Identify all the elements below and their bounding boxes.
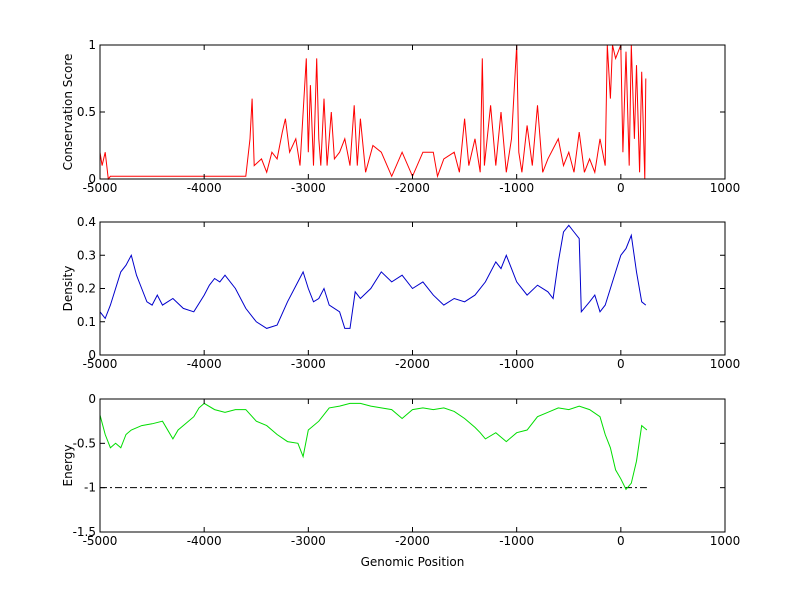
y-axis-label: Energy (61, 444, 75, 486)
x-tick-label: -3000 (291, 534, 326, 548)
x-tick-label: -1000 (499, 534, 534, 548)
y-tick-label: 0.3 (77, 248, 96, 262)
x-tick-label: -2000 (395, 181, 430, 195)
y-tick-label: 1 (88, 38, 96, 52)
x-axis-label: Genomic Position (361, 555, 465, 569)
y-tick-label: -1 (84, 481, 96, 495)
x-tick-label: -5000 (83, 357, 118, 371)
x-tick-label: 0 (617, 357, 625, 371)
x-tick-label: 0 (617, 534, 625, 548)
x-tick-label: -4000 (187, 357, 222, 371)
x-tick-label: -3000 (291, 181, 326, 195)
x-tick-label: -4000 (187, 534, 222, 548)
y-axis-label: Conservation Score (61, 54, 75, 171)
y-tick-label: 0.2 (77, 282, 96, 296)
x-tick-label: -5000 (83, 181, 118, 195)
y-tick-label: -1.5 (73, 525, 96, 539)
y-axis-label: Density (61, 266, 75, 312)
x-tick-label: 1000 (710, 357, 741, 371)
y-tick-label: 0.1 (77, 315, 96, 329)
x-tick-label: -2000 (395, 534, 430, 548)
x-tick-label: -2000 (395, 357, 430, 371)
x-tick-label: 1000 (710, 534, 741, 548)
data-line (99, 224, 647, 329)
data-line (99, 402, 648, 491)
x-tick-label: -3000 (291, 357, 326, 371)
axes-background (100, 399, 725, 532)
x-tick-label: 0 (617, 181, 625, 195)
x-tick-label: -5000 (83, 534, 118, 548)
y-tick-label: 0 (88, 348, 96, 362)
y-tick-label: 0 (88, 172, 96, 186)
y-tick-label: 0 (88, 392, 96, 406)
x-tick-label: -4000 (187, 181, 222, 195)
x-tick-label: 1000 (710, 181, 741, 195)
data-line (99, 44, 647, 181)
y-tick-label: 0.5 (77, 105, 96, 119)
y-tick-label: -0.5 (73, 436, 96, 450)
x-tick-label: -1000 (499, 357, 534, 371)
x-tick-label: -1000 (499, 181, 534, 195)
y-tick-label: 0.4 (77, 215, 96, 229)
